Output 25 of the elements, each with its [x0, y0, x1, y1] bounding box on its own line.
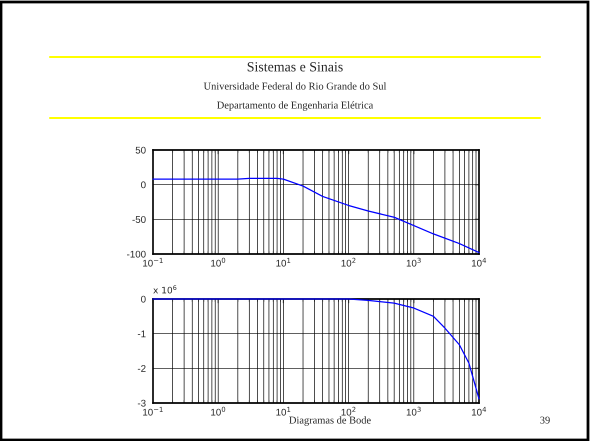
- x-tick-label: 10$^{3}$: [406, 406, 421, 416]
- y-tick-label: 50: [136, 146, 146, 154]
- text: x 10$^{6}$: [153, 285, 176, 294]
- chart-title: Sistemas e Sinais: [248, 62, 343, 72]
- x-tick-label: 10$^{1}$: [276, 406, 290, 416]
- text: 39: [540, 416, 550, 424]
- y-tick-label: 0: [141, 181, 146, 188]
- x-tick-label: 10$^{4}$: [472, 258, 486, 267]
- x-tick-label: 10$^{2}$: [342, 406, 356, 416]
- y-tick-label: -1: [138, 330, 146, 338]
- chart-subtitle: Universidade Federal do Rio Grande do Sul Departamento de Engenharia Elétrica: [204, 82, 386, 111]
- text: Diagramas de Bode: [289, 416, 371, 426]
- x-tick-label: 10$^{−1}$: [143, 406, 163, 416]
- x-tick-label: 10$^{0}$: [211, 258, 226, 267]
- x-tick-label: 10$^{2}$: [342, 258, 356, 267]
- y-tick-label: 0: [141, 296, 146, 303]
- y-tick-label: -2: [138, 365, 146, 372]
- x-tick-label: 10$^{4}$: [472, 406, 486, 416]
- x-tick-label: 10$^{3}$: [406, 258, 421, 267]
- x-tick-label: 10$^{1}$: [276, 258, 290, 267]
- y-tick-label: -100: [127, 250, 146, 258]
- x-tick-label: 10$^{0}$: [211, 406, 226, 416]
- y-tick-label: -3: [138, 400, 146, 407]
- x-tick-label: 10$^{−1}$: [143, 258, 163, 267]
- y-tick-label: -50: [132, 216, 146, 223]
